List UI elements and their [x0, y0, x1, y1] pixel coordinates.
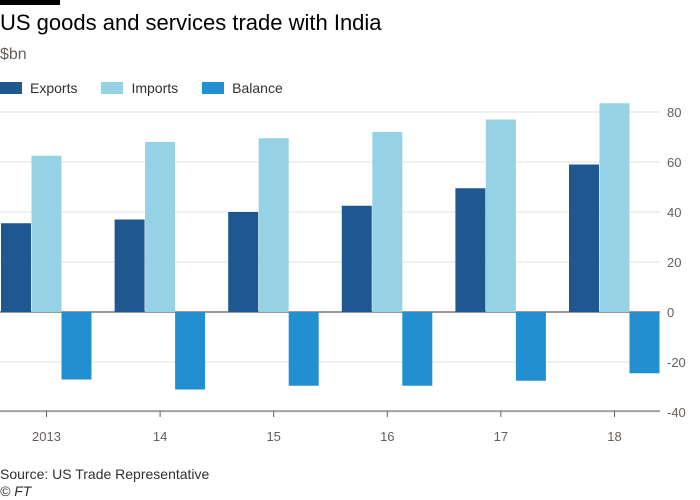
y-tick-label: 40: [667, 205, 681, 220]
chart-title: US goods and services trade with India: [0, 10, 382, 35]
legend-swatch-imports: [101, 82, 124, 94]
legend-swatch-balance: [202, 82, 225, 94]
bar-balance-2013: [61, 312, 92, 380]
x-tick-label: 2013: [32, 429, 61, 444]
bar-imports-17: [485, 119, 516, 312]
bar-imports-15: [258, 138, 289, 312]
bar-imports-14: [145, 142, 176, 312]
x-tick-label: 15: [266, 429, 280, 444]
bar-balance-17: [515, 312, 546, 381]
bar-exports-16: [341, 205, 372, 312]
y-tick-label: -40: [667, 405, 686, 420]
bar-imports-18: [599, 103, 630, 312]
legend-swatch-exports: [0, 82, 22, 94]
y-tick-label: 0: [667, 305, 674, 320]
y-tick-label: 60: [667, 155, 681, 170]
x-tick-label: 16: [380, 429, 394, 444]
bar-exports-14: [114, 219, 145, 312]
legend-label-exports: Exports: [30, 80, 78, 96]
bar-exports-17: [455, 188, 486, 312]
y-tick-label: 80: [667, 105, 681, 120]
bar-exports-2013: [1, 223, 31, 312]
bar-imports-16: [372, 132, 403, 312]
x-tick-label: 14: [153, 429, 167, 444]
bar-balance-16: [402, 312, 433, 386]
legend: Exports Imports Balance: [0, 80, 307, 96]
bar-exports-18: [569, 164, 599, 312]
bar-balance-14: [175, 312, 206, 390]
y-tick-label: 20: [667, 255, 681, 270]
legend-label-balance: Balance: [232, 80, 283, 96]
legend-item-exports: Exports: [0, 80, 77, 96]
top-accent-bar: [0, 0, 60, 5]
y-tick-label: -20: [667, 355, 686, 370]
legend-item-imports: Imports: [101, 80, 178, 96]
copyright-note: © FT: [0, 483, 32, 499]
chart-subtitle: $bn: [0, 46, 27, 63]
bar-exports-15: [228, 212, 259, 312]
legend-item-balance: Balance: [202, 80, 283, 96]
source-note: Source: US Trade Representative: [0, 466, 210, 482]
bar-imports-2013: [31, 155, 62, 312]
bar-balance-18: [629, 312, 660, 374]
x-tick-label: 17: [494, 429, 508, 444]
legend-label-imports: Imports: [131, 80, 179, 96]
x-tick-label: 18: [607, 429, 621, 444]
bar-balance-15: [288, 312, 319, 386]
